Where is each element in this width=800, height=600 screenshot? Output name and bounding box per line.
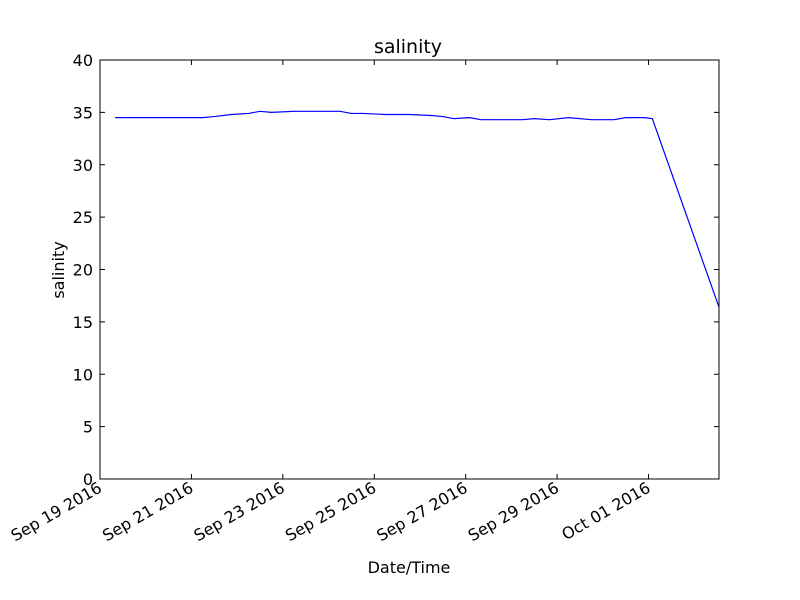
y-tick-label: 0 (83, 470, 93, 489)
y-tick-label: 10 (73, 365, 93, 384)
chart-title: salinity (374, 36, 442, 58)
y-tick-label: 5 (83, 418, 93, 437)
y-tick-label: 25 (73, 208, 93, 227)
x-tick-label: Sep 27 2016 (373, 478, 470, 545)
y-tick-label: 40 (73, 51, 93, 70)
x-tick-label: Oct 01 2016 (558, 478, 653, 544)
y-tick-label: 20 (73, 261, 93, 280)
y-tick-label: 15 (73, 313, 93, 332)
x-axis-title: Date/Time (368, 558, 451, 577)
y-axis-title: salinity (49, 241, 68, 298)
y-tick-label: 35 (73, 103, 93, 122)
series-line-0 (115, 110, 719, 308)
y-tick-label: 30 (73, 156, 93, 175)
x-tick-label: Sep 25 2016 (282, 478, 379, 545)
x-tick-label: Sep 19 2016 (8, 478, 105, 545)
x-tick-label: Sep 21 2016 (99, 478, 196, 545)
x-tick-label: Sep 29 2016 (465, 478, 562, 545)
plot-frame (99, 59, 720, 480)
x-tick-label: Sep 23 2016 (191, 478, 288, 545)
